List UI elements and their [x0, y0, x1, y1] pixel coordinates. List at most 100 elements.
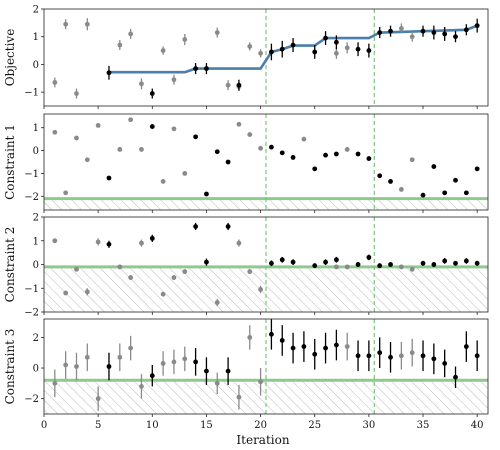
feasible-point — [269, 144, 274, 150]
data-marker — [84, 21, 90, 27]
data-marker — [474, 23, 480, 29]
data-marker — [63, 190, 69, 196]
data-marker — [279, 46, 285, 52]
feasible-point — [312, 45, 318, 59]
data-marker — [301, 136, 307, 142]
data-marker — [236, 240, 242, 246]
infeasible-point — [258, 145, 263, 151]
data-marker — [420, 353, 426, 359]
feasible-point — [453, 177, 458, 183]
panels: −1 0 1 2 Objective −2 −1 0 1 Constraint 1 −2 −1 0 1 2 C… — [3, 5, 489, 431]
data-marker — [149, 124, 155, 129]
feasible-point — [193, 63, 199, 75]
data-marker — [225, 82, 231, 88]
data-marker — [312, 351, 318, 357]
infeasible-region — [44, 198, 488, 210]
feasible-point — [312, 338, 318, 370]
data-marker — [388, 354, 393, 360]
feasible-point — [377, 173, 383, 179]
feasible-point — [269, 260, 274, 267]
x-tick-label: 5 — [95, 420, 101, 431]
data-marker — [128, 345, 134, 351]
feasible-point — [214, 149, 220, 155]
feasible-point — [453, 366, 458, 388]
infeasible-point — [182, 346, 188, 372]
data-marker — [117, 42, 123, 48]
data-marker — [128, 117, 134, 123]
infeasible-point — [409, 157, 415, 163]
infeasible-point — [258, 49, 263, 58]
x-tick-label: 15 — [200, 420, 213, 431]
data-marker — [420, 192, 426, 198]
y-tick-label: −2 — [24, 308, 39, 319]
data-marker — [453, 177, 458, 183]
data-marker — [453, 260, 458, 266]
feasible-point — [290, 38, 296, 52]
y-tick-label: 2 — [33, 333, 39, 344]
data-marker — [279, 150, 285, 156]
feasible-point — [420, 25, 426, 37]
infeasible-point — [247, 325, 253, 350]
data-marker — [366, 254, 372, 260]
data-marker — [290, 259, 296, 265]
infeasible-point — [128, 28, 134, 39]
data-marker — [431, 164, 437, 169]
data-marker — [52, 238, 58, 244]
infeasible-point — [117, 147, 123, 152]
infeasible-point — [74, 266, 79, 272]
data-marker — [160, 48, 166, 53]
infeasible-point — [182, 33, 188, 46]
infeasible-point — [139, 239, 144, 247]
data-marker — [301, 344, 307, 349]
data-marker — [279, 338, 285, 343]
y-tick-label: 1 — [33, 236, 39, 247]
data-marker — [139, 384, 144, 389]
feasible-point — [149, 234, 155, 242]
data-marker — [377, 173, 383, 179]
data-marker — [420, 260, 426, 266]
infeasible-point — [182, 171, 188, 176]
y-tick-label: 0 — [33, 146, 39, 157]
infeasible-point — [214, 298, 220, 307]
infeasible-point — [139, 147, 144, 152]
y-tick-label: −1 — [24, 88, 39, 99]
data-marker — [442, 190, 448, 196]
y-tick-label: 1 — [33, 123, 39, 134]
feasible-point — [149, 88, 155, 99]
infeasible-point — [344, 332, 350, 361]
panel-4-plot-area — [44, 319, 488, 414]
data-marker — [366, 48, 372, 53]
data-marker — [290, 42, 296, 48]
infeasible-point — [63, 19, 69, 30]
data-marker — [344, 45, 350, 51]
infeasible-point — [333, 47, 339, 59]
infeasible-point — [258, 285, 263, 293]
y-tick-label: 2 — [33, 5, 39, 16]
infeasible-point — [398, 264, 404, 270]
data-marker — [344, 147, 350, 152]
data-marker — [409, 157, 415, 163]
data-marker — [290, 155, 296, 160]
infeasible-point — [171, 74, 177, 85]
feasible-point — [279, 325, 285, 356]
data-marker — [258, 287, 263, 292]
data-marker — [117, 354, 123, 360]
data-marker — [63, 21, 69, 27]
y-tick-label: 1 — [33, 32, 39, 43]
infeasible-point — [171, 349, 177, 375]
feasible-point — [355, 340, 361, 372]
data-marker — [388, 28, 393, 34]
infeasible-point — [398, 341, 404, 370]
panel-frame — [43, 113, 489, 211]
infeasible-point — [117, 343, 123, 372]
infeasible-point — [128, 335, 134, 361]
data-marker — [377, 30, 383, 35]
data-marker — [409, 350, 415, 356]
feasible-point — [149, 124, 155, 129]
data-marker — [160, 179, 166, 184]
data-marker — [74, 91, 79, 96]
data-marker — [204, 368, 209, 374]
panel-2-plot-area — [44, 114, 488, 210]
data-marker — [225, 368, 231, 374]
data-marker — [463, 258, 469, 264]
